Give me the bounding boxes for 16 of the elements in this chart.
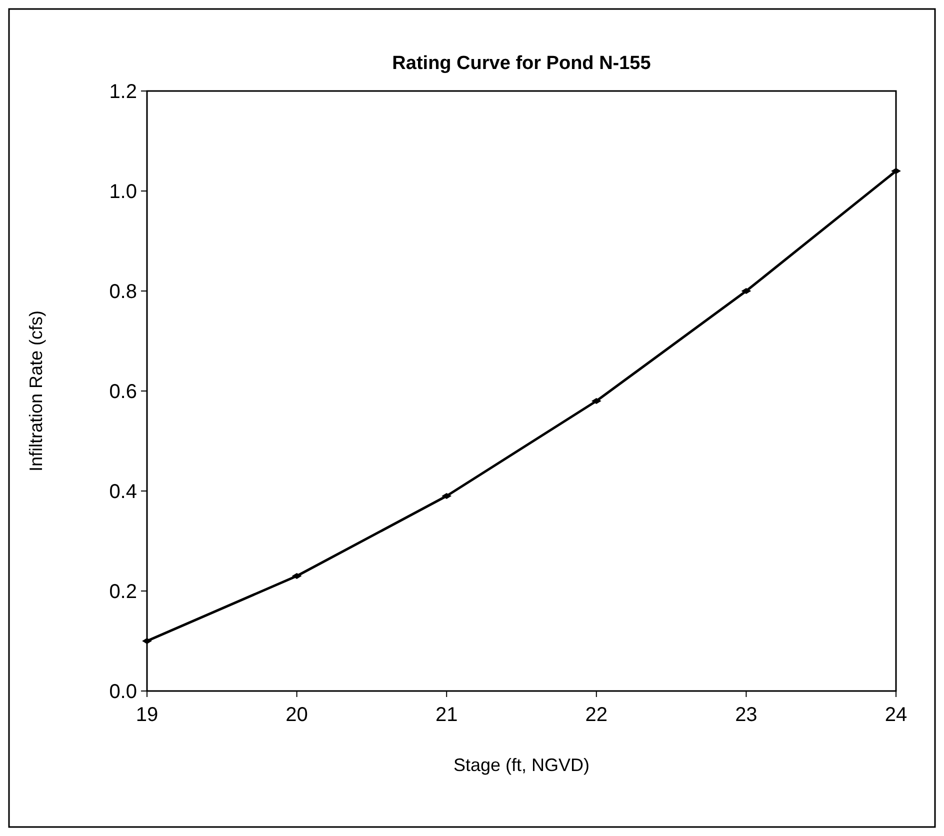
x-tick-label: 20 (286, 704, 308, 726)
y-tick-label: 0.4 (109, 481, 137, 503)
y-tick-label: 0.2 (109, 581, 137, 603)
y-tick-label: 0.6 (109, 381, 137, 403)
y-tick-label: 1.0 (109, 181, 137, 203)
chart-title: Rating Curve for Pond N-155 (392, 53, 652, 74)
x-tick-label: 22 (585, 704, 608, 726)
x-tick-label: 24 (884, 704, 908, 726)
x-tick-label: 21 (435, 704, 458, 726)
x-tick-label: 19 (136, 704, 158, 726)
x-tick-label: 23 (735, 704, 758, 726)
x-axis-title: Stage (ft, NGVD) (453, 755, 590, 775)
y-tick-label: 0.8 (109, 281, 137, 303)
y-tick-label: 0.0 (109, 681, 137, 703)
y-axis-title: Infiltration Rate (cfs) (26, 310, 46, 472)
y-tick-label: 1.2 (109, 81, 137, 103)
